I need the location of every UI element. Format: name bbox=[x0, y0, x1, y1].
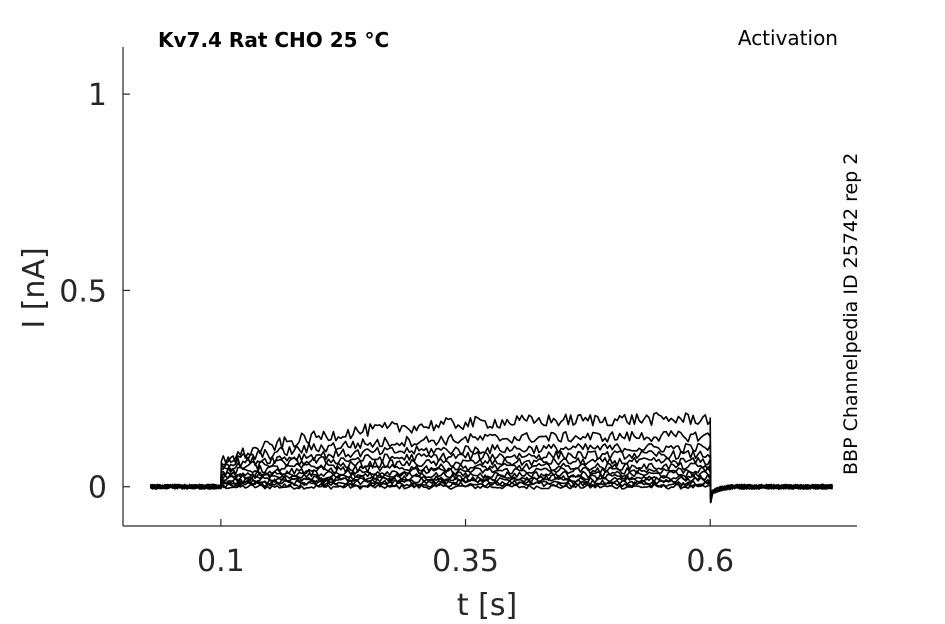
y-tick-label: 0 bbox=[88, 471, 107, 506]
traces-group bbox=[149, 411, 834, 504]
x-tick-label: 0.35 bbox=[432, 544, 499, 579]
x-tick-label: 0.6 bbox=[686, 544, 734, 579]
protocol-label: Activation bbox=[738, 26, 838, 50]
current-trace bbox=[149, 411, 833, 492]
y-tick-label: 1 bbox=[88, 78, 107, 113]
y-tick-label: 0.5 bbox=[59, 274, 107, 309]
current-trace bbox=[150, 430, 833, 504]
x-tick-label: 0.1 bbox=[197, 544, 245, 579]
y-axis-label: I [nA] bbox=[17, 247, 52, 328]
chart-title: Kv7.4 Rat CHO 25 °C bbox=[158, 28, 389, 52]
axes-group: 0 0.5 1 0.1 0.35 0.6 bbox=[59, 47, 857, 579]
source-label: BBP Channelpedia ID 25742 rep 2 bbox=[840, 153, 862, 475]
x-axis-label: t [s] bbox=[457, 588, 517, 623]
